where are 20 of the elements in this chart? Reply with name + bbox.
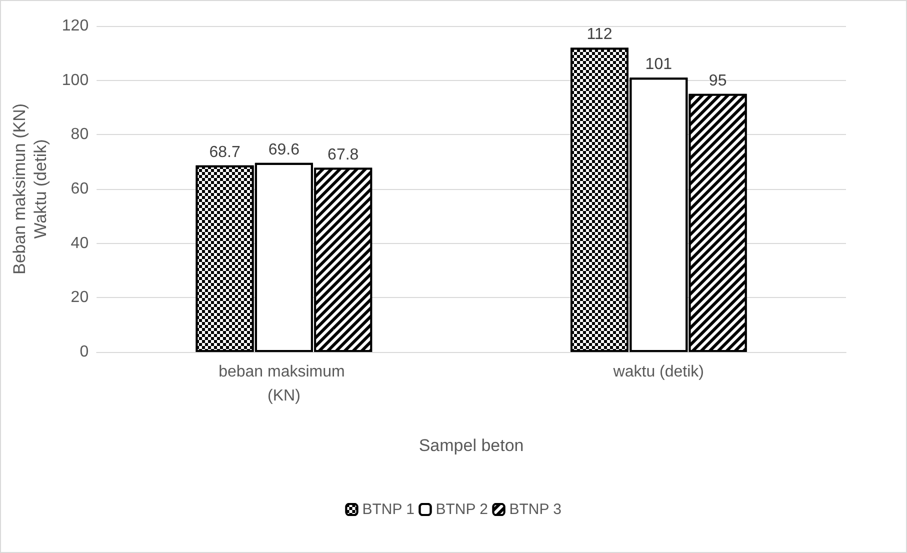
y-tick-label: 60: [70, 180, 89, 198]
y-tick-label: 20: [70, 289, 89, 306]
data-label: 67.8: [328, 146, 359, 164]
data-label: 68.7: [209, 144, 240, 161]
data-label: 112: [586, 26, 612, 44]
legend-label: BTNP 2: [436, 501, 488, 518]
data-label: 69.6: [268, 141, 300, 158]
legend-label: BTNP 1: [362, 501, 414, 518]
y-axis-title: Beban maksimun (KN) Waktu (detik): [10, 103, 50, 275]
y-tick-label: 0: [80, 344, 89, 360]
x-axis-title: Sampel beton: [418, 436, 524, 455]
legend-label: BTNP 3: [509, 501, 562, 518]
x-tick-label: beban maksimum (KN): [218, 364, 350, 404]
y-tick-label: 80: [70, 126, 89, 144]
y-tick-label: 40: [70, 234, 89, 252]
data-label: 101: [645, 56, 672, 74]
x-tick-label: waktu (detik): [612, 364, 704, 380]
data-label: 95: [708, 72, 727, 90]
y-tick-label: 120: [62, 18, 89, 34]
y-tick-label: 100: [62, 72, 89, 89]
